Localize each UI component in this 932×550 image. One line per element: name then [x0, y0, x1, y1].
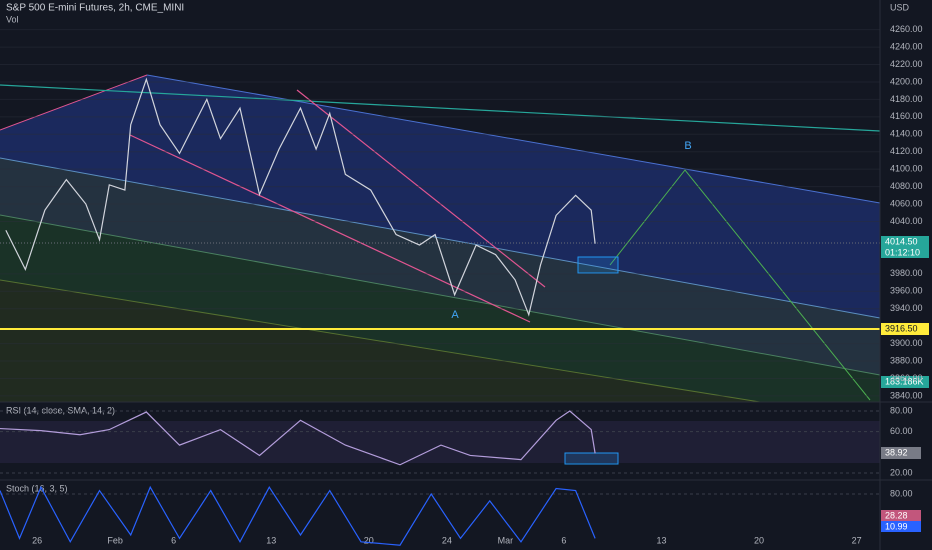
y-tick-label: 4180.00	[890, 94, 923, 104]
y-tick-label: 4120.00	[890, 146, 923, 156]
x-tick-label: 26	[32, 535, 42, 545]
x-tick-label: 13	[266, 535, 276, 545]
wave-label: B	[684, 140, 691, 152]
channel-line	[0, 214, 881, 376]
subtitle: Vol	[6, 14, 19, 24]
stoch-value: 28.28	[885, 510, 908, 520]
price-line	[0, 485, 596, 546]
x-tick-label: Mar	[498, 535, 514, 545]
volume-badge	[881, 376, 929, 388]
y-tick-label: 3960.00	[890, 286, 923, 296]
y-tick-label: 4040.00	[890, 216, 923, 226]
x-tick-label: 20	[754, 535, 764, 545]
rsi-band	[0, 421, 880, 463]
y-tick-label: 4140.00	[890, 129, 923, 139]
x-tick-label: Feb	[107, 535, 123, 545]
trend-line	[0, 74, 148, 131]
price-badge	[881, 236, 929, 258]
rsi-badge	[881, 447, 921, 459]
y-tick-label: 3860.00	[890, 373, 923, 383]
stoch-title: Stoch (16, 3, 5)	[6, 483, 68, 493]
y-tick-label: 4160.00	[890, 111, 923, 121]
chart-title: S&P 500 E-mini Futures, 2h, CME_MINI	[6, 3, 184, 14]
wedge-line	[296, 89, 546, 288]
trend-line	[0, 84, 881, 132]
level-badge	[881, 323, 929, 335]
y-tick-label: 60.00	[890, 426, 913, 436]
y-tick-label: 80.00	[890, 488, 913, 498]
y-tick-label: 3880.00	[890, 355, 923, 365]
y-tick-label: 4080.00	[890, 181, 923, 191]
box	[564, 452, 619, 465]
x-tick-label: 6	[171, 535, 176, 545]
x-tick-label: 24	[442, 535, 452, 545]
volume: 183.186K	[885, 376, 924, 386]
projection	[609, 169, 871, 401]
y-tick-label: 20.00	[890, 467, 913, 477]
x-tick-label: 13	[656, 535, 666, 545]
x-tick-label: 20	[364, 535, 374, 545]
price-line	[5, 77, 596, 317]
y-tick-label: 4260.00	[890, 24, 923, 34]
y-tick-label: 4200.00	[890, 76, 923, 86]
y-tick-label: 4240.00	[890, 41, 923, 51]
currency: USD	[890, 2, 910, 12]
channel-line	[0, 279, 761, 403]
y-tick-label: 3840.00	[890, 390, 923, 400]
last-price: 4014.50	[885, 236, 918, 246]
y-tick-label: 4060.00	[890, 198, 923, 208]
y-tick-label: 80.00	[890, 405, 913, 415]
price-line	[0, 410, 596, 466]
rsi-title: RSI (14, close, SMA, 14, 2)	[6, 405, 115, 415]
y-tick-label: 3980.00	[890, 268, 923, 278]
channel-line	[146, 74, 881, 204]
y-tick-label: 4100.00	[890, 164, 923, 174]
x-tick-label: 27	[852, 535, 862, 545]
rsi-value: 38.92	[885, 447, 908, 457]
countdown: 01:12:10	[885, 247, 920, 257]
x-tick-label: 6	[561, 535, 566, 545]
box	[577, 256, 619, 274]
stoch-badge	[881, 510, 921, 521]
stoch-value: 10.99	[885, 521, 908, 531]
channel-fill	[0, 158, 880, 375]
y-tick-label: 3940.00	[890, 303, 923, 313]
wave-label: A	[451, 309, 459, 321]
y-tick-label: 3900.00	[890, 338, 923, 348]
y-tick-label: 4220.00	[890, 59, 923, 69]
stoch-badge	[881, 521, 921, 532]
level: 3916.50	[885, 323, 918, 333]
